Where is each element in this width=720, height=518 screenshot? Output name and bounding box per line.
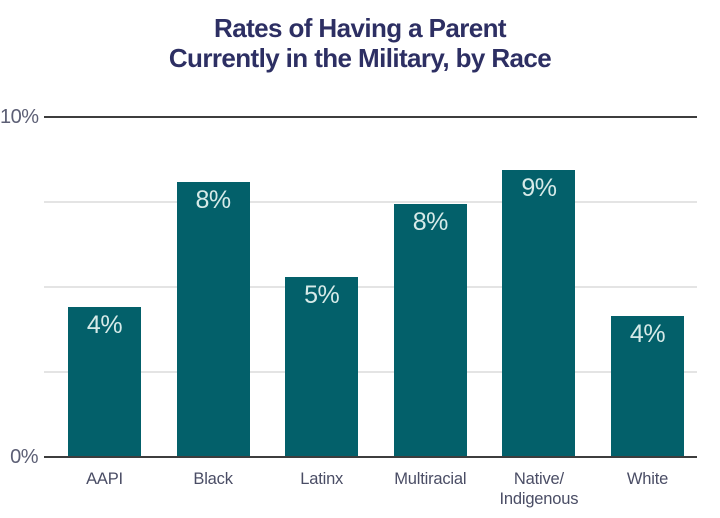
bar-multiracial: 8% [393,203,467,459]
x-category-label-multiracial: Multiracial [394,469,466,489]
gridline-7.5pct [44,201,697,203]
bar-value-label-black: 8% [195,185,232,214]
bar-value-label-aapi: 4% [86,311,123,340]
x-category-label-line: Latinx [300,470,344,488]
bar-value-label-multiracial: 8% [412,207,449,236]
x-category-label-line: White [626,470,669,488]
x-category-label-line: Black [193,470,233,488]
y-tick-label-10pct: 10% [0,106,39,128]
x-category-label-white: White [627,469,668,489]
gridline-5pct [44,286,697,288]
bar-black: 8% [176,181,250,459]
gridline-10pct [44,115,697,119]
x-category-label-black: Black [193,469,233,489]
y-tick-label-0pct: 0% [10,446,38,468]
x-category-label-native-indigenous: Native/Indigenous [500,469,579,509]
bar-aapi: 4% [68,307,141,459]
x-category-label-aapi: AAPI [86,469,123,489]
gridline-0pct [44,455,697,459]
x-category-label-line: Multiracial [394,470,467,488]
chart-title: Rates of Having a Parent Currently in th… [0,13,720,73]
bar-white: 4% [611,315,684,459]
x-category-label-line: AAPI [86,470,123,488]
chart-title-line2: Currently in the Military, by Race [168,43,552,73]
bar-native-indigenous: 9% [502,169,576,459]
bar-value-label-native-indigenous: 9% [521,173,557,202]
bar-value-label-latinx: 5% [304,280,340,309]
bar-value-label-white: 4% [629,319,666,348]
gridline-2.5pct [44,371,697,373]
bar-latinx: 5% [285,276,359,459]
x-category-label-line: Indigenous [499,490,579,508]
chart-title-line1: Rates of Having a Parent [214,13,507,43]
x-category-label-latinx: Latinx [300,469,343,489]
x-category-label-line: Native/ [513,470,564,488]
